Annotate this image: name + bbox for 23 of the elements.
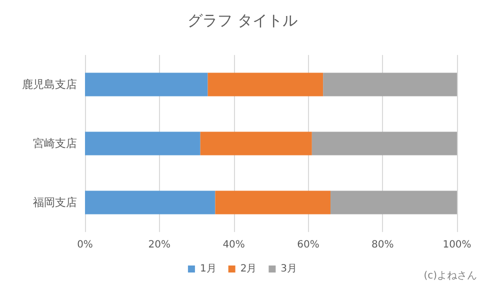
x-tick-label: 80% — [371, 240, 394, 250]
legend-label: 1月 — [200, 264, 216, 274]
bar — [85, 132, 200, 156]
x-tick-label: 0% — [77, 240, 93, 250]
text: (c)よねさん — [424, 270, 478, 282]
y-tick-label: 福岡支店 — [33, 196, 77, 209]
legend-label: 3月 — [280, 264, 298, 274]
x-tick-label: 40% — [222, 240, 245, 250]
bar — [330, 190, 457, 214]
bar — [323, 72, 457, 96]
x-tick-label: 20% — [148, 240, 171, 250]
bar — [85, 72, 208, 96]
bar — [85, 190, 216, 214]
bar — [215, 190, 331, 214]
chart-title: グラフ タイトル — [188, 12, 298, 30]
x-tick-label: 100% — [442, 240, 472, 250]
x-tick-label: 60% — [297, 240, 320, 250]
y-tick-label: 宮崎支店 — [33, 137, 77, 150]
bar — [208, 72, 324, 96]
bar — [312, 132, 457, 156]
y-tick-label: 鹿児島支店 — [22, 78, 77, 91]
bar — [200, 132, 312, 156]
legend-label: 2月 — [240, 264, 257, 274]
